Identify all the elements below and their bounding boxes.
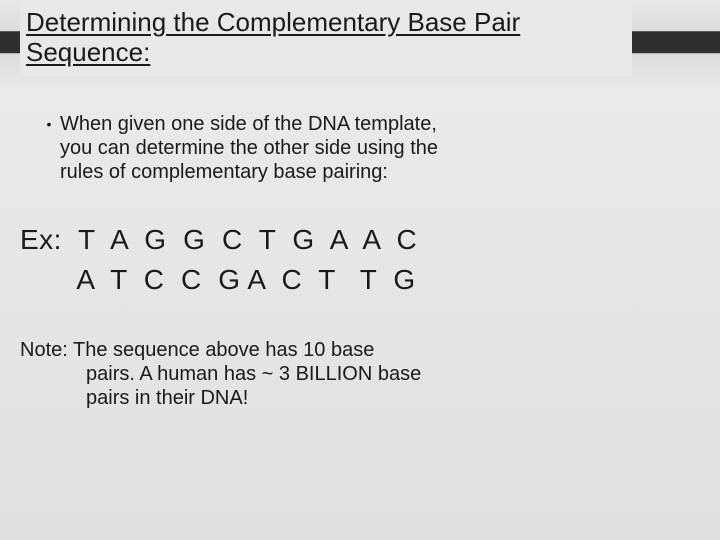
note-line2: pairs. A human has ~ 3 BILLION base xyxy=(20,362,660,386)
slide-title-line1: Determining the Complementary Base Pair xyxy=(26,8,626,38)
note-line3: pairs in their DNA! xyxy=(20,386,660,410)
bullet-line1: When given one side of the DNA template, xyxy=(60,112,437,136)
bullet-line3: rules of complementary base pairing: xyxy=(60,160,388,184)
example-row2: A T C C G A C T T G xyxy=(20,260,680,300)
bullet-indent-spacer xyxy=(38,136,60,160)
slide-title-line2: Sequence: xyxy=(26,38,626,68)
bullet-indent-spacer xyxy=(38,160,60,184)
bullet-line2: you can determine the other side using t… xyxy=(60,136,438,160)
example-block: Ex: T A G G C T G A A C A T C C G A C T … xyxy=(20,220,680,300)
title-box: Determining the Complementary Base Pair … xyxy=(20,4,632,76)
bullet-line2-row: you can determine the other side using t… xyxy=(38,136,648,160)
note-block: Note: The sequence above has 10 base pai… xyxy=(20,338,660,410)
bullet-block: • When given one side of the DNA templat… xyxy=(38,112,648,184)
bullet-line1-row: • When given one side of the DNA templat… xyxy=(38,112,648,136)
bullet-line3-row: rules of complementary base pairing: xyxy=(38,160,648,184)
example-row1: Ex: T A G G C T G A A C xyxy=(20,220,680,260)
note-line1: Note: The sequence above has 10 base xyxy=(20,338,660,362)
bullet-dot-icon: • xyxy=(38,112,60,136)
